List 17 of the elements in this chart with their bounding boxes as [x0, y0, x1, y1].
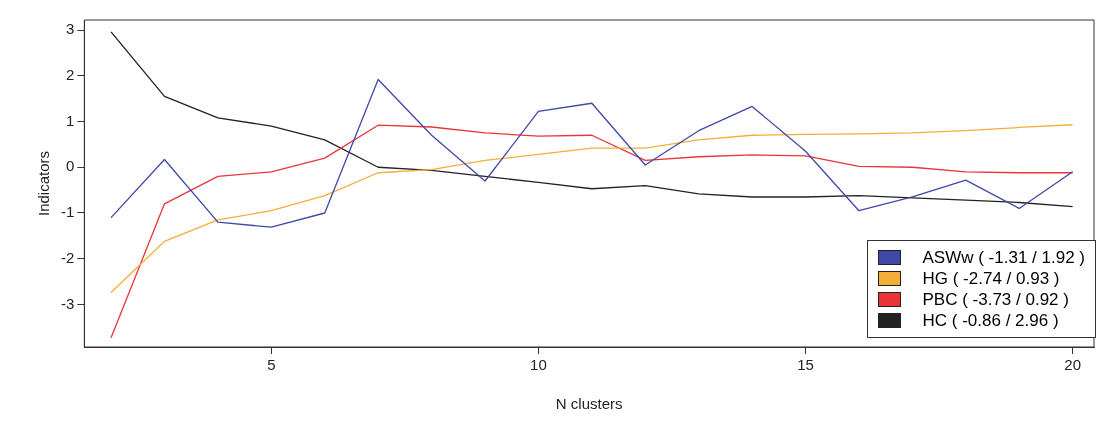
x-tick-label: 15	[797, 356, 814, 374]
y-axis-title: Indicators	[35, 150, 53, 217]
x-tick-label: 20	[1064, 356, 1081, 374]
legend-label: ASWw ( -1.31 / 1.92 )	[922, 247, 1085, 268]
y-tick-label: -2	[60, 248, 75, 266]
y-tick-label: 1	[65, 111, 75, 129]
y-tick-label: -1	[60, 203, 75, 221]
x-tick-label: 5	[267, 356, 276, 374]
x-tick-label: 10	[530, 356, 547, 374]
legend-label: HG ( -2.74 / 0.93 )	[922, 268, 1060, 289]
y-tick-label: -3	[60, 294, 75, 312]
x-axis-title: N clusters	[555, 395, 623, 413]
y-tick-label: 3	[65, 20, 75, 38]
y-tick-label: 2	[65, 65, 75, 83]
y-tick-label: 0	[65, 157, 75, 175]
legend-label: HC ( -0.86 / 2.96 )	[922, 310, 1059, 331]
legend-label: PBC ( -3.73 / 0.92 )	[922, 289, 1069, 310]
